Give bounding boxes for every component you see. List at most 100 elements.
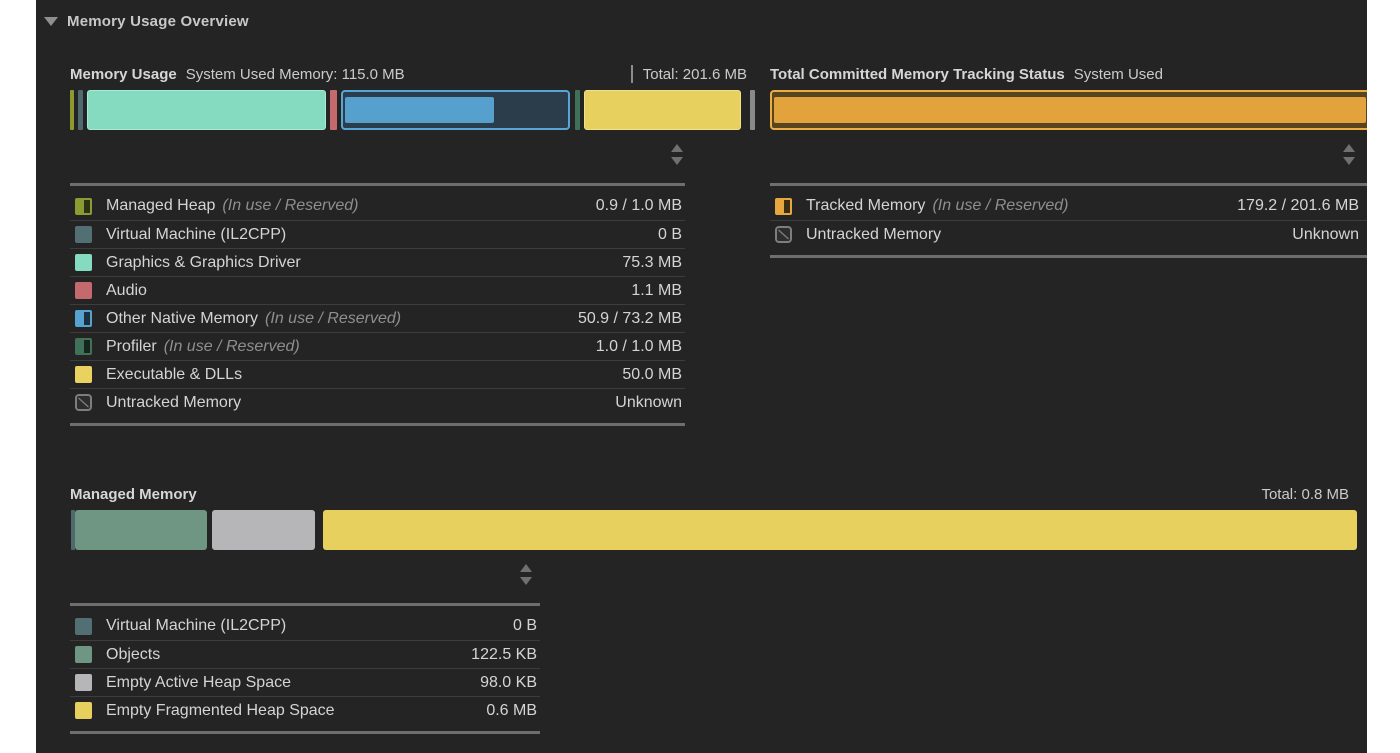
legend-label: Profiler (In use / Reserved) xyxy=(106,337,300,355)
tracking-status-column: Total Committed Memory Tracking Status S… xyxy=(770,63,1367,426)
memory-usage-total-wrap: Total: 201.6 MB xyxy=(621,65,747,83)
legend-value: 0 B xyxy=(657,225,682,243)
empty-active-heap-swatch-icon xyxy=(75,674,92,691)
memory-usage-legend: Managed Heap (In use / Reserved) 0.9 / 1.0… xyxy=(70,183,685,426)
scroll-up-arrow-icon[interactable] xyxy=(671,144,683,152)
bar-segment-virtual-machine[interactable] xyxy=(78,90,83,130)
managed-memory-section: Managed Memory Total: 0.8 MB Virtual Mac… xyxy=(70,483,1357,734)
legend-row-empty-active-heap[interactable]: Empty Active Heap Space 98.0 KB xyxy=(70,668,540,696)
managed-memory-bar xyxy=(70,510,1357,550)
memory-usage-title: Memory Usage xyxy=(70,65,177,83)
scroll-up-arrow-icon[interactable] xyxy=(1343,144,1355,152)
legend-label: Managed Heap (In use / Reserved) xyxy=(106,197,359,214)
bar-segment-audio[interactable] xyxy=(330,90,337,130)
other-native-swatch-icon xyxy=(75,310,92,327)
module-header: Memory Usage Overview xyxy=(36,0,1367,33)
memory-usage-row-arrows xyxy=(70,144,685,166)
legend-label: Empty Active Heap Space xyxy=(106,673,291,691)
legend-value: 50.0 MB xyxy=(622,365,682,383)
legend-row-executable[interactable]: Executable & DLLs 50.0 MB xyxy=(70,360,685,388)
scroll-up-arrow-icon[interactable] xyxy=(520,564,532,572)
managed-memory-row-arrows xyxy=(70,564,540,586)
managed-memory-total: Total: 0.8 MB xyxy=(1261,485,1349,503)
managed-memory-title-row: Managed Memory Total: 0.8 MB xyxy=(70,483,1357,505)
bar-segment-objects[interactable] xyxy=(75,510,207,550)
bar-segment-empty-fragmented-heap[interactable] xyxy=(323,510,1357,550)
memory-usage-title-row: Memory Usage System Used Memory: 115.0 M… xyxy=(70,63,755,85)
scroll-down-arrow-icon[interactable] xyxy=(671,157,683,165)
legend-value: 179.2 / 201.6 MB xyxy=(1237,197,1359,214)
legend-row-virtual-machine[interactable]: Virtual Machine (IL2CPP) 0 B xyxy=(70,612,540,640)
legend-row-audio[interactable]: Audio 1.1 MB xyxy=(70,276,685,304)
legend-value: 0.9 / 1.0 MB xyxy=(595,197,682,214)
bar-segment-tracked-in-use xyxy=(774,97,1366,123)
scroll-down-arrow-icon[interactable] xyxy=(1343,157,1355,165)
legend-detail: (In use / Reserved) xyxy=(222,197,359,214)
bar-segment-other-native-in-use xyxy=(345,97,494,123)
legend-label: Untracked Memory xyxy=(106,393,242,411)
bar-segment-profiler[interactable] xyxy=(575,90,580,130)
bar-segment-empty-active-heap[interactable] xyxy=(212,510,315,550)
foldout-triangle-icon[interactable] xyxy=(44,16,58,26)
virtual-machine-swatch-icon xyxy=(75,226,92,243)
tracked-swatch-icon xyxy=(775,197,792,215)
empty-fragmented-heap-swatch-icon xyxy=(75,702,92,719)
legend-label: Tracked Memory (In use / Reserved) xyxy=(806,197,1069,214)
legend-row-graphics[interactable]: Graphics & Graphics Driver 75.3 MB xyxy=(70,248,685,276)
tracking-status-legend: Tracked Memory (In use / Reserved) 179.2 /… xyxy=(770,183,1367,258)
legend-label: Executable & DLLs xyxy=(106,365,243,383)
legend-row-managed-heap[interactable]: Managed Heap (In use / Reserved) 0.9 / 1.0… xyxy=(70,192,685,220)
legend-row-other-native[interactable]: Other Native Memory (In use / Reserved) 50… xyxy=(70,304,685,332)
legend-row-empty-fragmented-heap[interactable]: Empty Fragmented Heap Space 0.6 MB xyxy=(70,696,540,724)
memory-usage-subtitle: System Used Memory: 115.0 MB xyxy=(185,65,405,83)
bar-segment-virtual-machine[interactable] xyxy=(71,510,75,550)
legend-label: Untracked Memory xyxy=(806,225,942,243)
bar-segment-executable[interactable] xyxy=(584,90,741,130)
legend-label: Empty Fragmented Heap Space xyxy=(106,701,335,719)
legend-value: 1.1 MB xyxy=(631,281,682,299)
legend-label: Virtual Machine (IL2CPP) xyxy=(106,225,287,243)
tracking-status-title: Total Committed Memory Tracking Status xyxy=(770,65,1065,83)
virtual-machine-swatch-icon xyxy=(75,617,92,635)
managed-heap-swatch-icon xyxy=(75,197,92,215)
legend-row-untracked[interactable]: Untracked Memory Unknown xyxy=(770,220,1367,248)
untracked-swatch-icon xyxy=(75,394,92,411)
managed-memory-legend: Virtual Machine (IL2CPP) 0 B Objects 122.5 … xyxy=(70,603,540,734)
bar-segment-tracked[interactable] xyxy=(770,90,1367,130)
bar-segment-graphics[interactable] xyxy=(87,90,326,130)
bar-segment-untracked[interactable] xyxy=(750,90,755,130)
audio-swatch-icon xyxy=(75,282,92,299)
legend-label: Objects xyxy=(106,645,161,663)
memory-profiler-panel: Memory Usage Overview Memory Usage Syste… xyxy=(36,0,1367,753)
legend-value: Unknown xyxy=(1292,225,1359,243)
scroll-down-arrow-icon[interactable] xyxy=(520,577,532,585)
separator xyxy=(630,65,633,83)
managed-memory-title: Managed Memory xyxy=(70,485,197,503)
legend-label: Graphics & Graphics Driver xyxy=(106,253,301,271)
legend-label: Other Native Memory (In use / Reserved) xyxy=(106,309,402,327)
legend-row-profiler[interactable]: Profiler (In use / Reserved) 1.0 / 1.0 MB xyxy=(70,332,685,360)
bar-segment-other-native[interactable] xyxy=(341,90,570,130)
legend-row-untracked[interactable]: Untracked Memory Unknown xyxy=(70,388,685,416)
memory-usage-column: Memory Usage System Used Memory: 115.0 M… xyxy=(70,63,755,426)
top-section: Memory Usage System Used Memory: 115.0 M… xyxy=(70,63,1367,426)
legend-value: 50.9 / 73.2 MB xyxy=(577,309,682,327)
legend-row-objects[interactable]: Objects 122.5 KB xyxy=(70,640,540,668)
legend-detail: (In use / Reserved) xyxy=(265,309,402,327)
legend-value: Unknown xyxy=(615,393,682,411)
bar-segment-managed-heap[interactable] xyxy=(70,90,74,130)
legend-row-tracked[interactable]: Tracked Memory (In use / Reserved) 179.2 /… xyxy=(770,192,1367,220)
legend-label: Virtual Machine (IL2CPP) xyxy=(106,617,287,634)
legend-value: 98.0 KB xyxy=(480,673,537,691)
legend-value: 75.3 MB xyxy=(622,253,682,271)
untracked-swatch-icon xyxy=(775,226,792,243)
objects-swatch-icon xyxy=(75,646,92,663)
legend-row-virtual-machine[interactable]: Virtual Machine (IL2CPP) 0 B xyxy=(70,220,685,248)
memory-usage-total: Total: 201.6 MB xyxy=(642,65,747,83)
tracking-status-row-arrows xyxy=(770,144,1367,166)
module-title: Memory Usage Overview xyxy=(67,12,249,30)
legend-detail: (In use / Reserved) xyxy=(163,337,300,355)
legend-value: 0.6 MB xyxy=(486,701,537,719)
profiler-swatch-icon xyxy=(75,338,92,355)
